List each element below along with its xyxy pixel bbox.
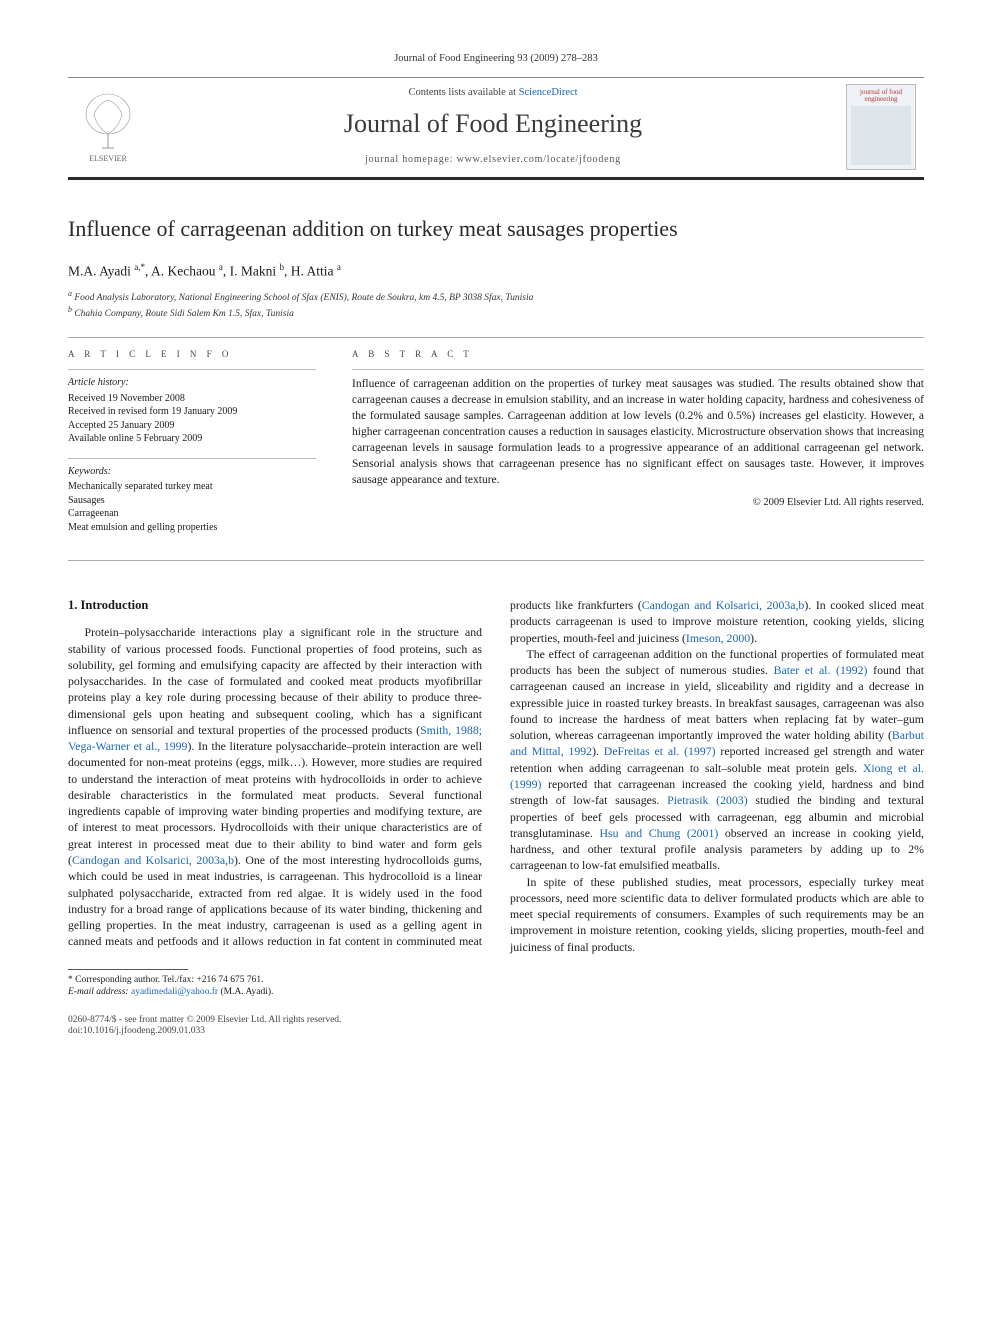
footnote-rule: [68, 969, 188, 970]
cite-imeson-2000[interactable]: Imeson, 2000: [686, 631, 750, 645]
p1a: Protein–polysaccharide interactions play…: [68, 625, 482, 737]
authors: M.A. Ayadi a,*, A. Kechaou a, I. Makni b…: [68, 261, 924, 281]
corresponding-author: * Corresponding author. Tel./fax: +216 7…: [68, 974, 924, 986]
article-info-heading: A R T I C L E I N F O: [68, 348, 316, 361]
cite-hsu-2001[interactable]: Hsu and Chung (2001): [600, 826, 719, 840]
homepage-line: journal homepage: www.elsevier.com/locat…: [166, 153, 820, 167]
para-3: In spite of these published studies, mea…: [510, 874, 924, 955]
journal-name: Journal of Food Engineering: [166, 106, 820, 142]
history-revised: Received in revised form 19 January 2009: [68, 405, 316, 419]
author-email[interactable]: ayadimedali@yahoo.fr: [131, 987, 218, 997]
body-columns: 1. Introduction Protein–polysaccharide i…: [68, 597, 924, 955]
keyword-2: Sausages: [68, 494, 316, 508]
abstract-text: Influence of carrageenan addition on the…: [352, 376, 924, 489]
elsevier-logo: ELSEVIER: [68, 78, 148, 177]
cite-bater-1992[interactable]: Bater et al. (1992): [774, 663, 868, 677]
abstract: A B S T R A C T Influence of carrageenan…: [352, 348, 924, 546]
keywords-label: Keywords:: [68, 465, 316, 479]
history-label: Article history:: [68, 376, 316, 390]
affiliation-b-text: Chahia Company, Route Sidi Salem Km 1.5,…: [74, 310, 294, 320]
copyright: © 2009 Elsevier Ltd. All rights reserved…: [352, 496, 924, 511]
author-affil-marker: a: [337, 262, 341, 272]
page: Journal of Food Engineering 93 (2009) 27…: [0, 0, 992, 1078]
p2c: ).: [592, 744, 604, 758]
affiliation-b: b Chahia Company, Route Sidi Salem Km 1.…: [68, 305, 924, 321]
keywords: Keywords: Mechanically separated turkey …: [68, 465, 316, 535]
footnote: * Corresponding author. Tel./fax: +216 7…: [68, 974, 924, 999]
elsevier-label: ELSEVIER: [89, 154, 127, 163]
affiliations: a Food Analysis Laboratory, National Eng…: [68, 289, 924, 321]
cover-title: journal of food engineering: [851, 89, 911, 103]
journal-cover-thumb: journal of food engineering: [838, 78, 924, 177]
sciencedirect-link[interactable]: ScienceDirect: [519, 87, 578, 98]
contents-line: Contents lists available at ScienceDirec…: [166, 86, 820, 101]
abs-divider: [352, 369, 924, 370]
info-divider2: [68, 458, 316, 459]
p1b: ). In the literature polysaccharide–prot…: [68, 739, 482, 867]
info-abstract-row: A R T I C L E I N F O Article history: R…: [68, 348, 924, 546]
cover-image-placeholder: [851, 106, 911, 165]
p1e: ).: [750, 631, 757, 645]
divider-below-abstract: [68, 560, 924, 561]
cite-defreitas-1997[interactable]: DeFreitas et al. (1997): [604, 744, 716, 758]
divider: [68, 337, 924, 338]
keyword-1: Mechanically separated turkey meat: [68, 480, 316, 494]
history-accepted: Accepted 25 January 2009: [68, 419, 316, 433]
contents-prefix: Contents lists available at: [408, 87, 518, 98]
article-history: Article history: Received 19 November 20…: [68, 376, 316, 446]
journal-reference: Journal of Food Engineering 93 (2009) 27…: [68, 52, 924, 67]
keyword-3: Carrageenan: [68, 507, 316, 521]
header-center: Contents lists available at ScienceDirec…: [166, 78, 820, 177]
homepage-prefix: journal homepage:: [365, 154, 457, 165]
abstract-heading: A B S T R A C T: [352, 348, 924, 361]
keyword-4: Meat emulsion and gelling properties: [68, 521, 316, 535]
footer-doi: doi:10.1016/j.jfoodeng.2009.01.033: [68, 1026, 924, 1038]
cover-thumbnail: journal of food engineering: [846, 84, 916, 170]
author-affil-marker: a,*: [134, 262, 145, 272]
homepage-url: www.elsevier.com/locate/jfoodeng: [457, 154, 621, 165]
para-2: The effect of carrageenan addition on th…: [510, 646, 924, 874]
page-footer: 0260-8774/$ - see front matter © 2009 El…: [68, 1015, 924, 1039]
email-suffix: (M.A. Ayadi).: [218, 987, 273, 997]
elsevier-tree-icon: ELSEVIER: [77, 90, 139, 164]
journal-header: ELSEVIER Contents lists available at Sci…: [68, 77, 924, 180]
article-info: A R T I C L E I N F O Article history: R…: [68, 348, 316, 546]
author-affil-marker: a: [219, 262, 223, 272]
affiliation-a-text: Food Analysis Laboratory, National Engin…: [74, 293, 533, 303]
history-online: Available online 5 February 2009: [68, 432, 316, 446]
affiliation-a: a Food Analysis Laboratory, National Eng…: [68, 289, 924, 305]
email-line: E-mail address: ayadimedali@yahoo.fr (M.…: [68, 986, 924, 998]
cite-pietrasik-2003[interactable]: Pietrasik (2003): [667, 793, 748, 807]
info-divider: [68, 369, 316, 370]
section-1-heading: 1. Introduction: [68, 597, 482, 614]
article-title: Influence of carrageenan addition on tur…: [68, 214, 924, 245]
author-affil-marker: b: [280, 262, 285, 272]
cite-candogan-2003a[interactable]: Candogan and Kolsarici, 2003a,b: [72, 853, 234, 867]
email-label: E-mail address:: [68, 987, 129, 997]
history-received: Received 19 November 2008: [68, 392, 316, 406]
cite-candogan-2003b[interactable]: Candogan and Kolsarici, 2003a,b: [642, 598, 805, 612]
footer-line1: 0260-8774/$ - see front matter © 2009 El…: [68, 1015, 924, 1027]
